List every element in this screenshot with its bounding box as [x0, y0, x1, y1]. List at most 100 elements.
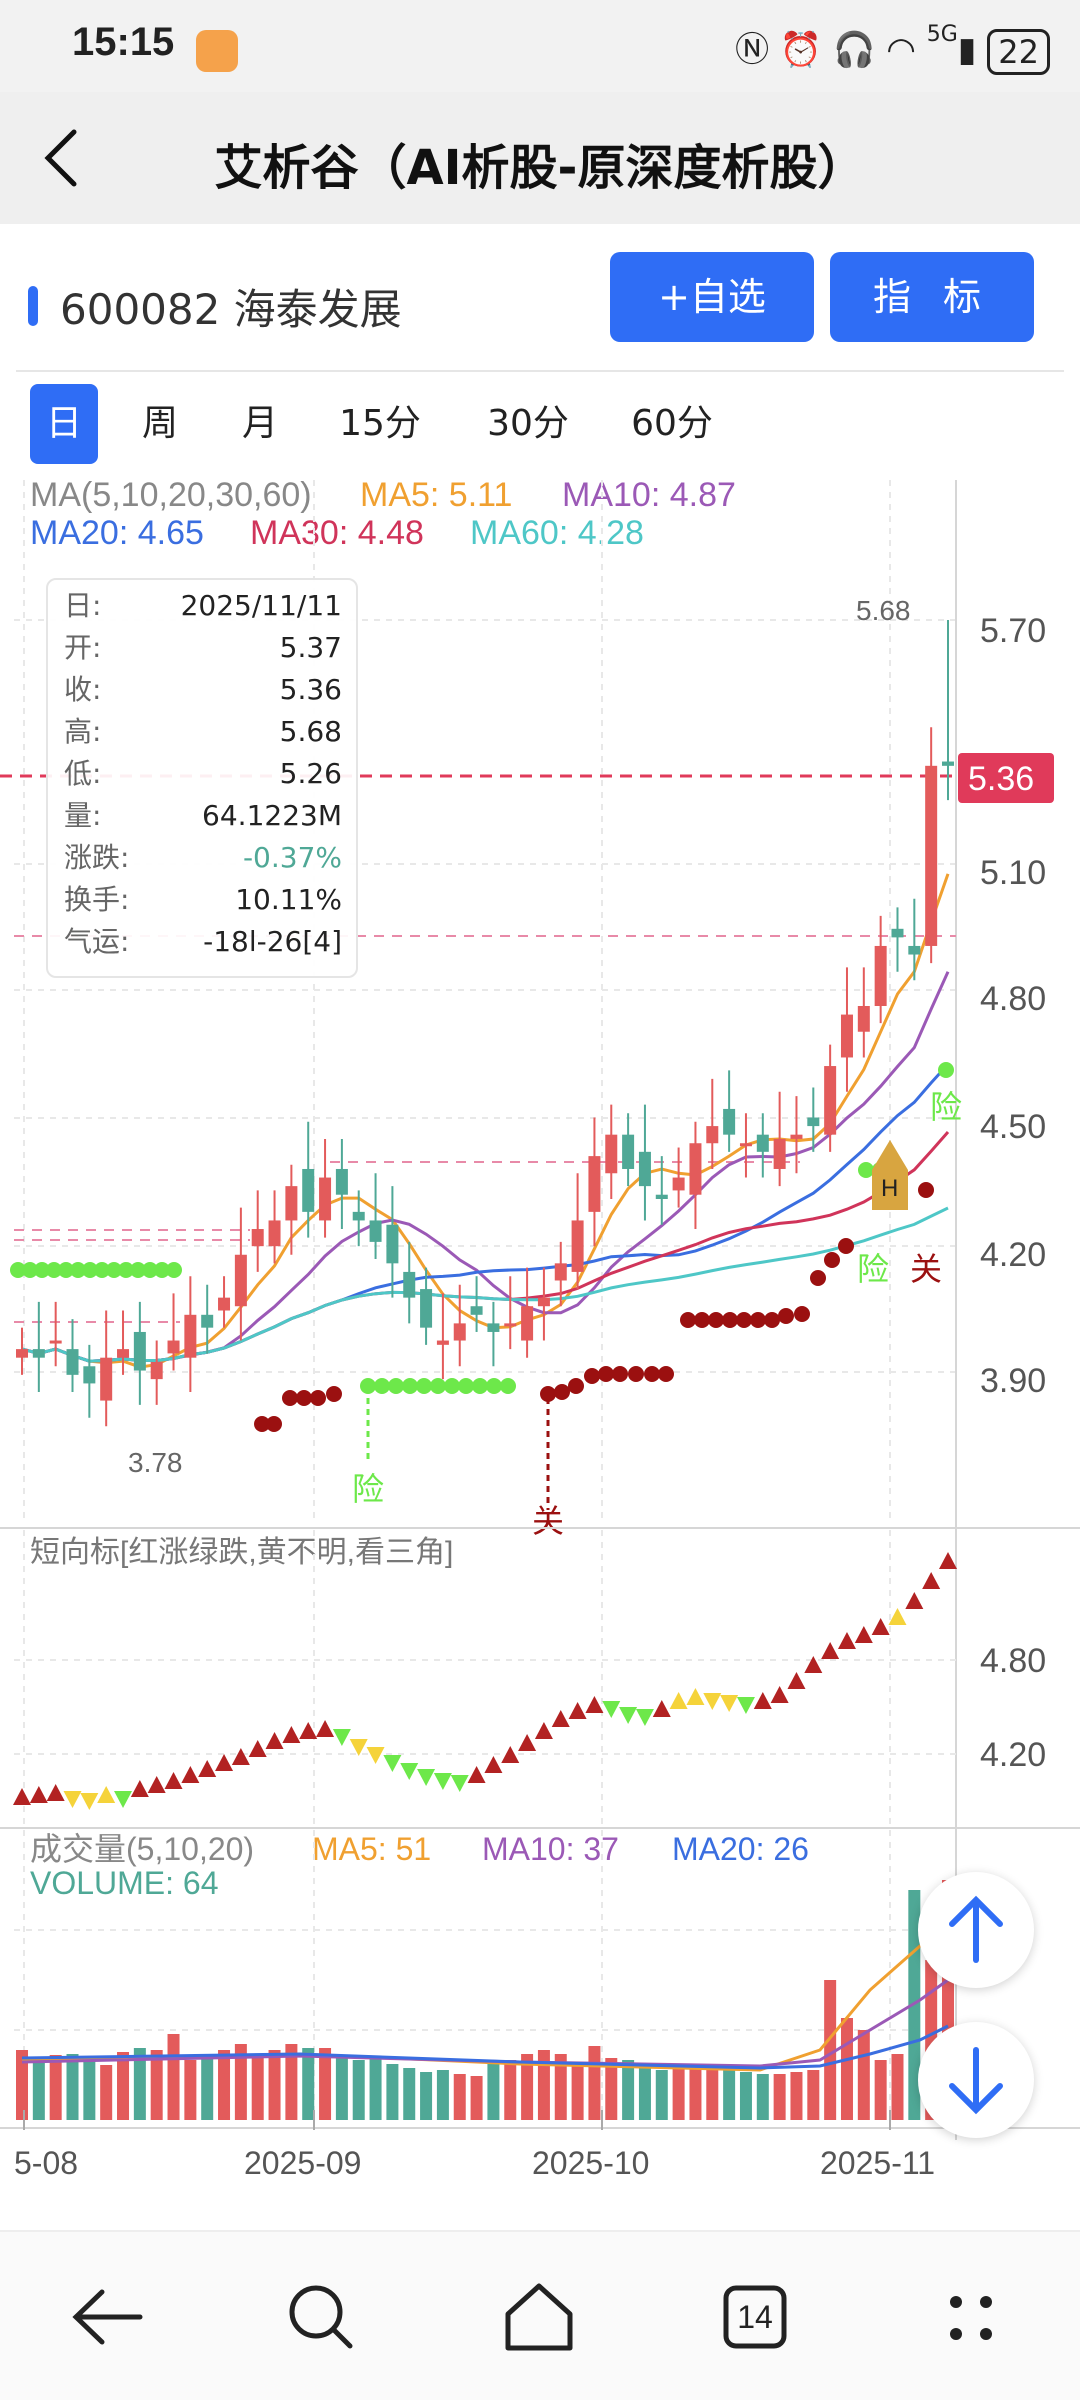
short-y-tick-420: 4.20: [980, 1736, 1046, 1774]
candle-body: [403, 1271, 416, 1298]
volume-bar: [504, 2060, 517, 2120]
candle-body: [588, 1156, 601, 1212]
volume-bar: [453, 2074, 466, 2120]
nav-search-button[interactable]: [266, 2262, 376, 2372]
tab-week[interactable]: 周: [141, 403, 178, 444]
candle-body: [655, 1194, 668, 1199]
signal-dot: [612, 1366, 628, 1382]
nav-menu-button[interactable]: [916, 2262, 1026, 2372]
down-triangle-icon: [736, 1697, 755, 1714]
signal-dot: [584, 1368, 600, 1384]
tab-count: 14: [737, 2299, 773, 2335]
up-triangle-icon: [585, 1696, 604, 1713]
signal-dot: [708, 1312, 724, 1328]
up-triangle-icon: [753, 1692, 772, 1709]
candle-body: [285, 1186, 298, 1221]
up-triangle-icon: [97, 1786, 116, 1803]
candle-body: [117, 1349, 130, 1358]
signal-dot: [838, 1238, 854, 1254]
up-triangle-icon: [568, 1702, 587, 1719]
candle-body: [234, 1254, 247, 1307]
candle-body: [521, 1306, 534, 1341]
signal-dot: [644, 1366, 660, 1382]
tab-30min[interactable]: 30分: [487, 403, 569, 444]
y-tick-390: 3.90: [980, 1362, 1046, 1400]
app-badge-icon: [196, 30, 238, 72]
up-triangle-icon: [837, 1632, 856, 1649]
volume-bar: [403, 2068, 416, 2120]
scroll-up-button[interactable]: [918, 1872, 1034, 1988]
up-triangle-icon: [871, 1618, 890, 1635]
candle-body: [133, 1331, 146, 1371]
volume-bar: [66, 2054, 79, 2120]
up-triangle-icon: [501, 1746, 520, 1763]
candle-body: [184, 1314, 197, 1358]
volume-label: VOLUME: 64: [30, 1865, 219, 1901]
x-label-0: 5-08: [14, 2145, 78, 2180]
down-triangle-icon: [417, 1769, 436, 1786]
nav-home-button[interactable]: [484, 2262, 594, 2372]
candle-body: [487, 1323, 500, 1332]
candle-body: [857, 1006, 870, 1032]
candle-body: [824, 1066, 837, 1135]
signal-dot: [858, 1162, 874, 1178]
up-triangle-icon: [147, 1776, 166, 1793]
down-triangle-icon: [433, 1773, 452, 1790]
signal-dot: [82, 1262, 98, 1278]
indicator-button[interactable]: 指 标: [830, 252, 1034, 342]
volume-bar: [824, 1980, 837, 2120]
volume-bar: [807, 2070, 820, 2120]
network-label: 5G: [926, 22, 958, 47]
title-bar: 艾析谷（AI析股-原深度析股）: [0, 92, 1080, 224]
divider: [16, 370, 1064, 372]
x-label-3: 2025-11: [820, 2145, 935, 2180]
signal-dot: [10, 1262, 26, 1278]
volume-legend-label: 成交量(5,10,20): [30, 1831, 254, 1867]
candle-body: [807, 1117, 820, 1127]
risk-marker-3: 险: [930, 1089, 962, 1125]
candle-body: [689, 1143, 702, 1195]
back-button[interactable]: [30, 120, 100, 196]
tab-15min[interactable]: 15分: [339, 403, 421, 444]
candle-body: [201, 1314, 214, 1328]
signal-dot: [658, 1366, 674, 1382]
down-triangle-icon: [332, 1729, 351, 1746]
candle-body: [218, 1297, 231, 1311]
nav-back-button[interactable]: [54, 2262, 164, 2372]
volume-bar: [369, 2058, 382, 2120]
chart-area[interactable]: MA(5,10,20,30,60) MA5: 5.11 MA10: 4.87 M…: [0, 470, 1080, 2181]
volume-bar: [302, 2048, 315, 2120]
ma30-legend: MA30: 4.48: [250, 514, 424, 552]
volume-bar: [218, 2050, 231, 2120]
stock-chart[interactable]: MA(5,10,20,30,60) MA5: 5.11 MA10: 4.87 M…: [0, 470, 1080, 2181]
signal-dot: [70, 1262, 86, 1278]
info-row-open: 开: 5.37: [64, 631, 342, 664]
tab-month[interactable]: 月: [241, 403, 278, 444]
signal-dot: [282, 1390, 298, 1406]
volume-bar: [32, 2060, 45, 2120]
up-triangle-icon: [534, 1722, 553, 1739]
signal-dot: [166, 1262, 182, 1278]
candle-body: [470, 1306, 483, 1315]
candle-body: [925, 765, 938, 946]
tab-60min[interactable]: 60分: [631, 403, 713, 444]
volume-bar: [874, 2060, 887, 2120]
candle-body: [100, 1357, 113, 1401]
hold-marker: [872, 1140, 908, 1210]
volume-bar: [891, 2054, 904, 2120]
down-triangle-icon: [383, 1755, 402, 1772]
volume-ma20-line: [21, 2024, 949, 2070]
nav-tabs-button[interactable]: 14: [700, 2262, 810, 2372]
volume-bar: [335, 2058, 348, 2120]
signal-icon: ▮: [957, 30, 977, 70]
volume-bar: [49, 2055, 62, 2120]
add-favorite-button[interactable]: +自选: [610, 252, 814, 342]
candle-body: [554, 1263, 567, 1281]
signal-dot: [142, 1262, 158, 1278]
signal-dot: [374, 1378, 390, 1394]
candle-body: [908, 945, 921, 955]
scroll-down-button[interactable]: [918, 2022, 1034, 2138]
candle-body: [369, 1220, 382, 1242]
tab-day[interactable]: 日: [30, 384, 98, 464]
up-triangle-icon: [787, 1672, 806, 1689]
